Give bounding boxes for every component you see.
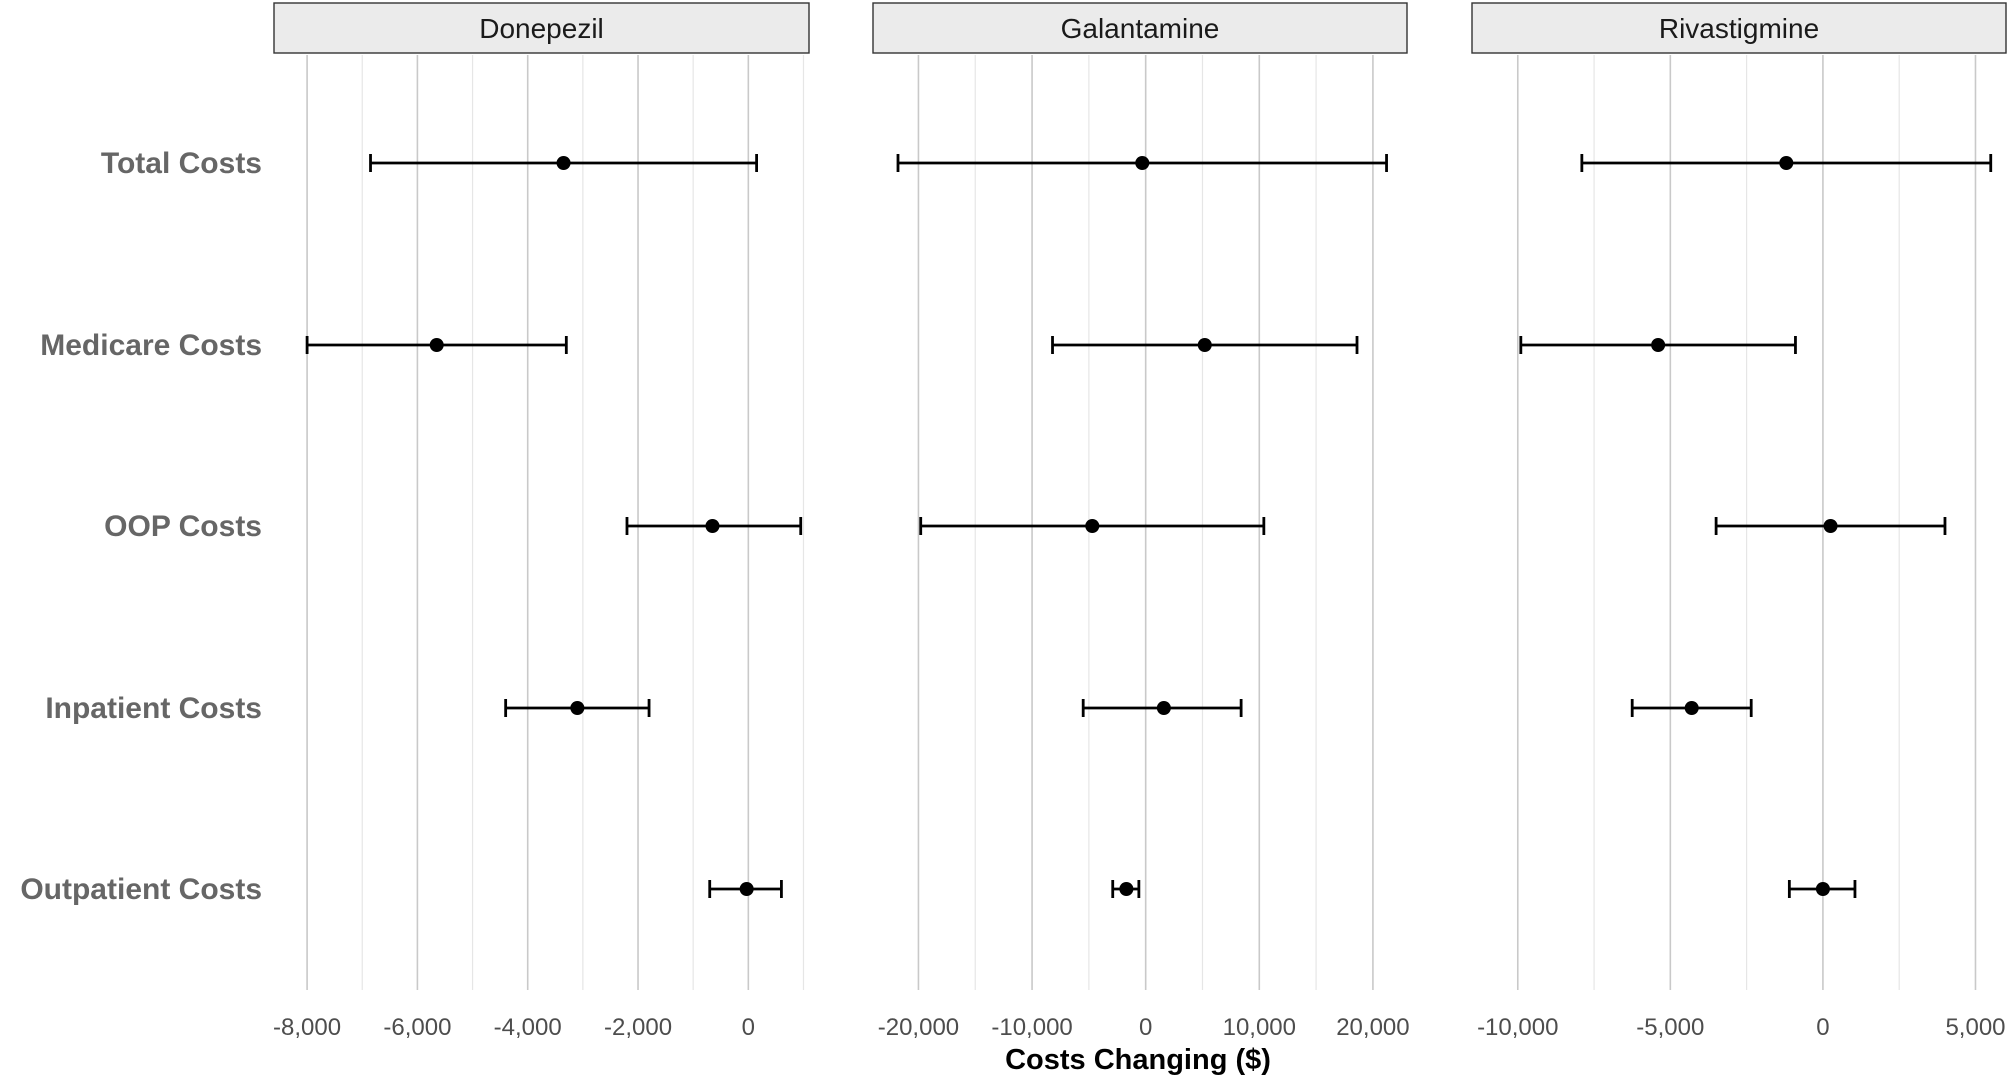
error-bar-group bbox=[708, 880, 783, 898]
point-estimate bbox=[739, 882, 754, 896]
error-bar-group bbox=[1580, 154, 1993, 172]
x-tick-label: -10,000 bbox=[991, 1014, 1072, 1041]
point-estimate bbox=[556, 156, 571, 170]
error-bar-group bbox=[305, 336, 568, 354]
point-estimate bbox=[1779, 156, 1794, 170]
x-tick-label: -20,000 bbox=[878, 1014, 959, 1041]
x-tick-label: -2,000 bbox=[604, 1014, 672, 1041]
point-estimate bbox=[1815, 882, 1830, 896]
error-bars bbox=[305, 154, 1993, 898]
error-bar-group bbox=[1787, 880, 1857, 898]
point-estimate bbox=[1156, 701, 1171, 715]
row-label: Inpatient Costs bbox=[45, 692, 262, 725]
point-estimate bbox=[1119, 882, 1134, 896]
panel-strip bbox=[872, 2, 1408, 54]
row-label: Medicare Costs bbox=[40, 329, 262, 362]
point-estimate bbox=[1197, 338, 1212, 352]
x-tick-label: -5,000 bbox=[1636, 1014, 1704, 1041]
error-bar-group bbox=[1081, 699, 1243, 717]
x-tick-label: 0 bbox=[1139, 1014, 1152, 1041]
error-bar-group bbox=[369, 154, 759, 172]
x-tick-label: -10,000 bbox=[1477, 1014, 1558, 1041]
error-bar-group bbox=[1519, 336, 1797, 354]
row-label: OOP Costs bbox=[104, 510, 262, 543]
error-bar-group bbox=[504, 699, 651, 717]
gridlines bbox=[306, 55, 1977, 990]
x-tick-label: 0 bbox=[742, 1014, 755, 1041]
x-tick-labels: -8,000 -6,000 -4,000 -2,000 0 -20,000 -10,000 0… bbox=[273, 1014, 2005, 1041]
x-tick-label: -6,000 bbox=[383, 1014, 451, 1041]
panel-title: Rivastigmine bbox=[1659, 13, 1819, 44]
panel-title: Galantamine bbox=[1061, 13, 1220, 44]
point-estimate bbox=[705, 519, 720, 533]
x-axis-title: Costs Changing ($) bbox=[1005, 1044, 1271, 1076]
error-bar-group bbox=[896, 154, 1388, 172]
row-label: Outpatient Costs bbox=[20, 873, 262, 906]
panel-title: Donepezil bbox=[479, 13, 604, 44]
error-bar-group bbox=[1630, 699, 1753, 717]
point-estimate bbox=[1651, 338, 1666, 352]
point-estimate bbox=[429, 338, 444, 352]
error-bar-group bbox=[625, 517, 803, 535]
error-bar-group bbox=[1714, 517, 1947, 535]
point-estimate bbox=[1684, 701, 1699, 715]
x-tick-label: -4,000 bbox=[494, 1014, 562, 1041]
x-tick-label: 10,000 bbox=[1223, 1014, 1296, 1041]
x-tick-label: -8,000 bbox=[273, 1014, 341, 1041]
point-estimate bbox=[1135, 156, 1150, 170]
error-bar-group bbox=[1111, 880, 1141, 898]
panel-strip bbox=[273, 2, 810, 54]
row-labels: Total Costs Medicare Costs OOP Costs Inpati… bbox=[20, 147, 262, 906]
point-estimate bbox=[1823, 519, 1838, 533]
x-tick-label: 20,000 bbox=[1336, 1014, 1409, 1041]
panel-strips: Donepezil Galantamine Rivastigmine bbox=[273, 2, 2007, 54]
point-estimate bbox=[1085, 519, 1100, 533]
x-tick-label: 0 bbox=[1816, 1014, 1829, 1041]
x-tick-label: 5,000 bbox=[1945, 1014, 2005, 1041]
panel-strip bbox=[1471, 2, 2007, 54]
point-estimate bbox=[570, 701, 585, 715]
error-bar-group bbox=[1051, 336, 1359, 354]
error-bar-group bbox=[919, 517, 1266, 535]
row-label: Total Costs bbox=[101, 147, 262, 180]
